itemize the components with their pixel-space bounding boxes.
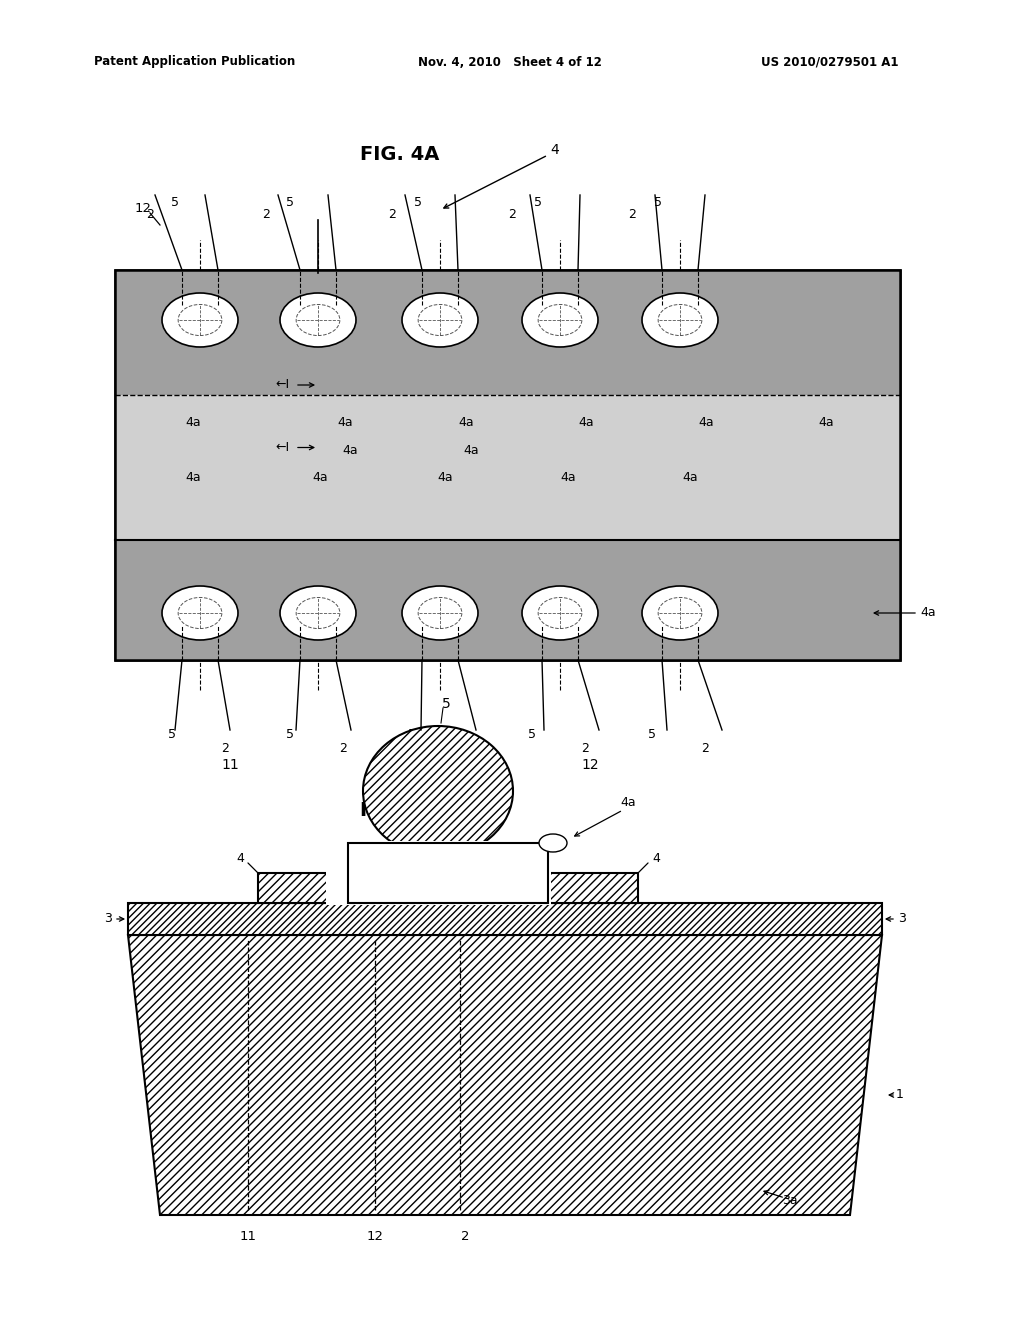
Text: 1: 1 <box>896 1089 904 1101</box>
Text: 3: 3 <box>898 912 906 925</box>
Text: 5: 5 <box>654 195 662 209</box>
Text: 2: 2 <box>508 209 516 222</box>
Ellipse shape <box>280 293 356 347</box>
Text: 4a: 4a <box>579 417 594 429</box>
Text: Patent Application Publication: Patent Application Publication <box>94 55 296 69</box>
Text: 4a: 4a <box>458 417 474 429</box>
Text: 4a: 4a <box>698 417 714 429</box>
Text: 11: 11 <box>240 1230 256 1243</box>
Ellipse shape <box>642 586 718 640</box>
FancyBboxPatch shape <box>115 540 900 660</box>
Text: FIG. 4B: FIG. 4B <box>360 800 439 820</box>
Text: 2: 2 <box>581 742 589 755</box>
Ellipse shape <box>402 293 478 347</box>
Text: 4a: 4a <box>682 471 697 484</box>
Text: 4: 4 <box>652 851 659 865</box>
Text: 5: 5 <box>414 195 422 209</box>
FancyBboxPatch shape <box>115 271 900 660</box>
Text: 5: 5 <box>171 195 179 209</box>
Text: 4a: 4a <box>818 417 834 429</box>
Text: 4: 4 <box>237 851 244 865</box>
Ellipse shape <box>162 586 238 640</box>
Text: 2: 2 <box>339 742 347 755</box>
Text: 4a: 4a <box>337 417 353 429</box>
Text: 4a: 4a <box>463 444 479 457</box>
Text: 2: 2 <box>461 742 469 755</box>
Ellipse shape <box>539 834 567 851</box>
Text: 5: 5 <box>286 195 294 209</box>
Text: 2: 2 <box>262 209 270 222</box>
FancyBboxPatch shape <box>115 271 900 395</box>
Ellipse shape <box>162 293 238 347</box>
Text: 12: 12 <box>582 758 599 772</box>
Text: 5: 5 <box>408 729 416 742</box>
Text: 5: 5 <box>528 729 536 742</box>
Text: 5: 5 <box>441 697 451 711</box>
FancyBboxPatch shape <box>115 395 900 540</box>
Ellipse shape <box>362 726 513 855</box>
Text: 2: 2 <box>628 209 636 222</box>
Text: 4a: 4a <box>312 471 328 484</box>
Polygon shape <box>128 935 882 1214</box>
Polygon shape <box>128 903 882 935</box>
Text: 5: 5 <box>286 729 294 742</box>
Text: 5: 5 <box>534 195 542 209</box>
Ellipse shape <box>522 586 598 640</box>
Text: FIG. 4A: FIG. 4A <box>360 145 439 165</box>
Text: 4a: 4a <box>185 471 201 484</box>
Text: 4a: 4a <box>185 417 201 429</box>
Ellipse shape <box>522 293 598 347</box>
Text: ←I: ←I <box>275 441 290 454</box>
FancyBboxPatch shape <box>258 873 348 903</box>
Text: Nov. 4, 2010   Sheet 4 of 12: Nov. 4, 2010 Sheet 4 of 12 <box>418 55 602 69</box>
Text: 5: 5 <box>648 729 656 742</box>
FancyBboxPatch shape <box>326 841 551 906</box>
FancyBboxPatch shape <box>548 873 638 903</box>
Text: 5: 5 <box>168 729 176 742</box>
Text: ←I: ←I <box>275 379 290 392</box>
Text: 3a: 3a <box>782 1193 798 1206</box>
Text: 11: 11 <box>221 758 239 772</box>
Text: 4a: 4a <box>560 471 575 484</box>
Text: 4a: 4a <box>621 796 636 809</box>
Ellipse shape <box>402 586 478 640</box>
FancyBboxPatch shape <box>348 843 548 903</box>
Ellipse shape <box>280 586 356 640</box>
Text: 2: 2 <box>388 209 396 222</box>
Ellipse shape <box>642 293 718 347</box>
Text: 4a: 4a <box>920 606 936 619</box>
Text: 12: 12 <box>134 202 152 214</box>
Text: US 2010/0279501 A1: US 2010/0279501 A1 <box>761 55 899 69</box>
Text: 2: 2 <box>461 1230 469 1243</box>
Text: 4a: 4a <box>437 471 453 484</box>
Text: 2: 2 <box>221 742 229 755</box>
Text: 2: 2 <box>701 742 709 755</box>
Text: 2: 2 <box>146 209 154 222</box>
Text: 12: 12 <box>367 1230 384 1243</box>
Text: 4: 4 <box>551 143 559 157</box>
Text: 4a: 4a <box>342 444 357 457</box>
Text: 3: 3 <box>104 912 112 925</box>
